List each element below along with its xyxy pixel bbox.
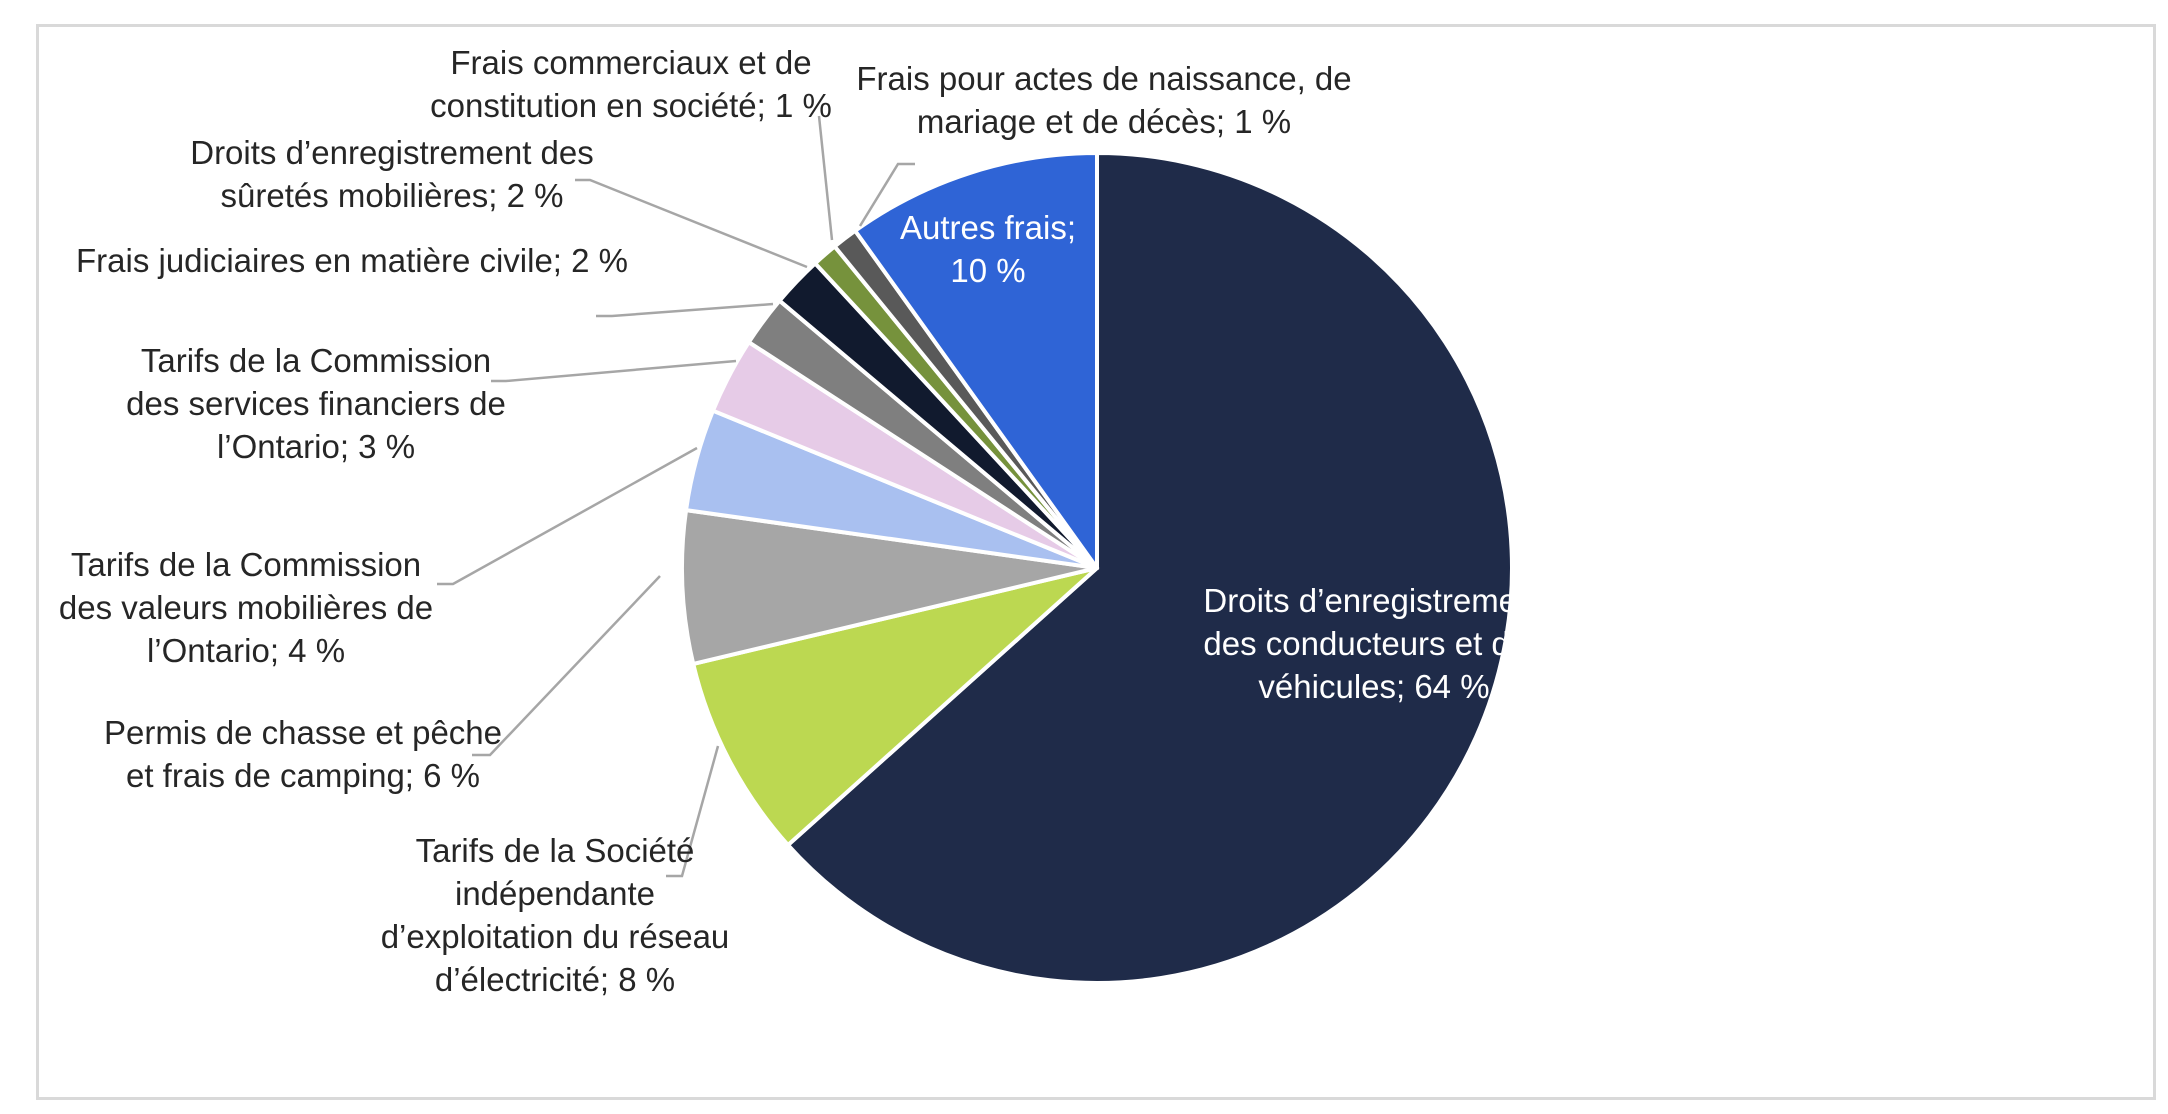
leader-line-7 [575,178,808,269]
slice-label-10: Autres frais; 10 % [900,209,1076,289]
pie-slice-2 [691,566,1099,848]
leader-line-8 [817,115,834,241]
leader-line-9 [858,162,915,227]
leader-line-5 [491,359,737,383]
leader-line-2 [666,745,720,878]
slice-label-9: Frais pour actes de naissance, de mariage… [856,60,1351,140]
leader-lines-layer [437,115,915,878]
slice-label-5: Tarifs de la Commission des services fina… [126,342,506,465]
leader-line-6 [596,302,774,318]
labels-layer: Droits d’enregistrement des conducteurs e… [59,44,1545,998]
slice-label-8: Frais commerciaux et de constitution en s… [430,44,832,124]
slices-layer [680,151,1514,985]
slice-label-4: Tarifs de la Commission des valeurs mobil… [59,546,433,669]
leader-line-4 [437,446,698,586]
pie-slice-10 [853,151,1099,570]
slice-label-3: Permis de chasse et pêche et frais de cam… [104,714,502,794]
slice-label-2: Tarifs de la Société indépendante d’exploi… [381,832,730,998]
slice-label-6: Frais judiciaires en matière civile; 2 % [76,242,628,279]
slice-label-1: Droits d’enregistrement des conducteurs e… [1203,582,1544,705]
pie-slice-1 [786,151,1514,985]
slice-label-7: Droits d’enregistrement des sûretés mobil… [190,134,594,214]
pie-slice-3 [680,508,1099,666]
leader-line-3 [472,575,661,757]
